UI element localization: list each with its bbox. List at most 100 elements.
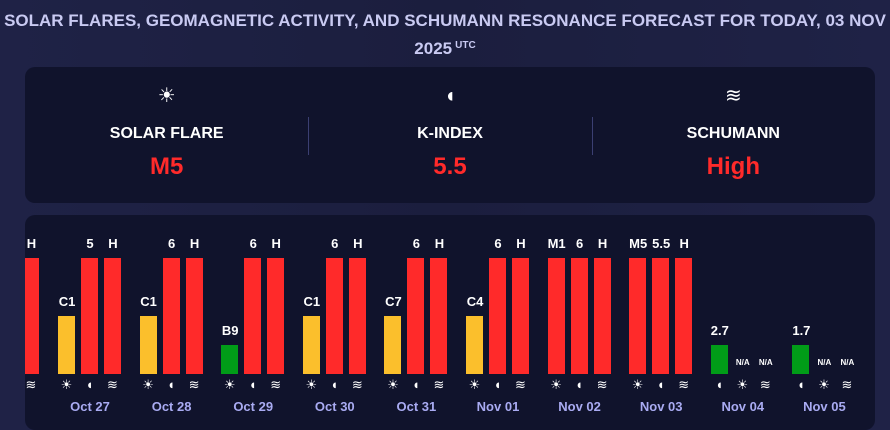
solar-value-label: M1 (547, 236, 566, 251)
kp-bar[interactable] (162, 258, 180, 374)
sun-icon: ☀ (736, 377, 749, 392)
day-date-label: Nov 01 (476, 399, 520, 414)
magnet-icon: ◖ (330, 377, 339, 392)
day-date-label: Oct 28 (151, 399, 192, 414)
sun-icon: ☀ (157, 85, 176, 107)
waves-icon: ≋ (188, 377, 200, 392)
schumann-bar[interactable] (25, 258, 40, 374)
kp-value-label: 5.5 (652, 236, 671, 251)
sun-icon: ☀ (468, 377, 481, 392)
kp-value-label: 6 (331, 236, 339, 251)
summary-value: High (706, 153, 760, 180)
summary-value: M5 (149, 153, 184, 180)
solar-bar[interactable] (384, 316, 402, 374)
kp-value-label: 5 (86, 236, 94, 251)
sun-icon: ☀ (550, 377, 562, 392)
schumann-value-label: H (26, 236, 37, 251)
magnet-icon: ◖ (85, 377, 94, 392)
solar-bar[interactable] (58, 316, 75, 374)
schumann-value-label: H (189, 236, 200, 251)
solar-bar[interactable] (221, 345, 239, 374)
solar-bar[interactable] (629, 258, 647, 374)
sun-icon: ☀ (387, 377, 399, 392)
sun-icon: ☀ (60, 377, 73, 392)
schumann-value-label: H (271, 236, 281, 251)
waves-icon: ≋ (515, 377, 526, 392)
waves-icon: ≋ (678, 377, 690, 392)
schumann-bar[interactable] (267, 258, 285, 374)
kp-bar[interactable] (489, 258, 506, 374)
kp-bar[interactable] (710, 345, 728, 374)
day-group: C1 ☀ 6 ◖ H ≋ Oct 28 (139, 215, 210, 430)
summary-solar-flare: ☀ SOLAR FLARE M5 (25, 67, 308, 203)
day-group: 1.7 ◖ N/A ☀ N/A ≋ Nov 05 (792, 215, 862, 430)
schumann-bar[interactable] (512, 258, 529, 374)
day-group: C1 ☀ 5 ◖ H ≋ Oct 27 (58, 215, 128, 430)
schumann-bar[interactable] (675, 258, 693, 374)
kp-value-label: 6 (412, 236, 420, 251)
solar-value-label: C1 (140, 294, 157, 309)
schumann-value-label: H (597, 236, 608, 251)
schumann-value-label: H (353, 236, 363, 251)
day-date-label: Nov 02 (558, 399, 601, 414)
kp-value-label: 6 (575, 236, 584, 251)
solar-value-label: N/A (817, 358, 832, 367)
kp-bar[interactable] (81, 258, 98, 374)
schumann-value-label: H (679, 236, 689, 251)
magnet-icon: ◖ (411, 377, 420, 392)
kp-bar[interactable] (570, 258, 588, 374)
magnet-icon: ◖ (575, 377, 584, 392)
waves-icon: ≋ (107, 377, 118, 392)
magnet-icon: ◖ (443, 85, 457, 107)
schumann-bar[interactable] (593, 258, 611, 374)
day-group: 2.7 ◖ N/A ☀ N/A ≋ Nov 04 (711, 215, 781, 430)
schumann-value-label: H (434, 236, 445, 251)
title-text: SOLAR FLARES, GEOMAGNETIC ACTIVITY, AND … (4, 11, 886, 58)
kp-bar[interactable] (244, 258, 262, 374)
sun-icon: ☀ (305, 377, 318, 392)
schumann-bar[interactable] (430, 258, 448, 374)
waves-icon: ≋ (841, 377, 853, 392)
schumann-value-label: H (108, 236, 118, 251)
schumann-value-label: N/A (840, 358, 855, 367)
day-group: M1 ☀ 6 ◖ H ≋ Nov 02 (548, 215, 618, 430)
schumann-bar[interactable] (185, 258, 203, 374)
kp-bar[interactable] (792, 345, 810, 374)
today-summary: ☀ SOLAR FLARE M5 ◖ K-INDEX 5.5 ≋ SCHUMAN… (25, 67, 875, 203)
solar-value-label: N/A (735, 358, 750, 367)
summary-label: K-INDEX (417, 125, 483, 142)
sun-icon: ☀ (142, 377, 154, 392)
solar-bar[interactable] (547, 258, 565, 374)
sun-icon: ☀ (818, 377, 830, 392)
page-title: SOLAR FLARES, GEOMAGNETIC ACTIVITY, AND … (0, 8, 890, 61)
kp-bar[interactable] (325, 258, 343, 374)
solar-value-label: C4 (466, 294, 484, 309)
magnet-icon: ◖ (656, 377, 665, 392)
magnet-icon: ◖ (796, 377, 805, 392)
solar-value-label: B9 (221, 323, 239, 338)
kp-value-label: 1.7 (792, 323, 811, 338)
day-date-label: Oct 29 (233, 399, 274, 414)
kp-value-label: 6 (167, 236, 176, 251)
kp-bar[interactable] (652, 258, 670, 374)
solar-value-label: C7 (385, 294, 402, 309)
solar-value-label: C1 (303, 294, 321, 309)
solar-bar[interactable] (302, 316, 320, 374)
schumann-value-label: H (516, 236, 526, 251)
schumann-bar[interactable] (104, 258, 121, 374)
kp-bar[interactable] (407, 258, 425, 374)
magnet-icon: ◖ (248, 377, 257, 392)
day-group: H ≋ (25, 215, 92, 430)
sun-icon: ☀ (631, 377, 644, 392)
solar-bar[interactable] (139, 316, 157, 374)
solar-bar[interactable] (466, 316, 483, 374)
summary-label: SOLAR FLARE (109, 125, 224, 142)
schumann-value-label: N/A (758, 358, 773, 367)
day-date-label: Nov 04 (721, 399, 765, 414)
schumann-bar[interactable] (348, 258, 366, 374)
sun-icon: ☀ (223, 377, 236, 392)
forecast-chart[interactable]: H ≋ C1 ☀ 5 ◖ H ≋ Oct 27 C1 ☀ 6 ◖ H ≋ Oct 28 B9 ☀ 6 ◖ H ≋ Oct 2… (25, 215, 875, 430)
day-group: C1 ☀ 6 ◖ H ≋ Oct 30 (302, 215, 373, 430)
magnet-icon: ◖ (167, 377, 176, 392)
waves-icon: ≋ (759, 377, 771, 392)
